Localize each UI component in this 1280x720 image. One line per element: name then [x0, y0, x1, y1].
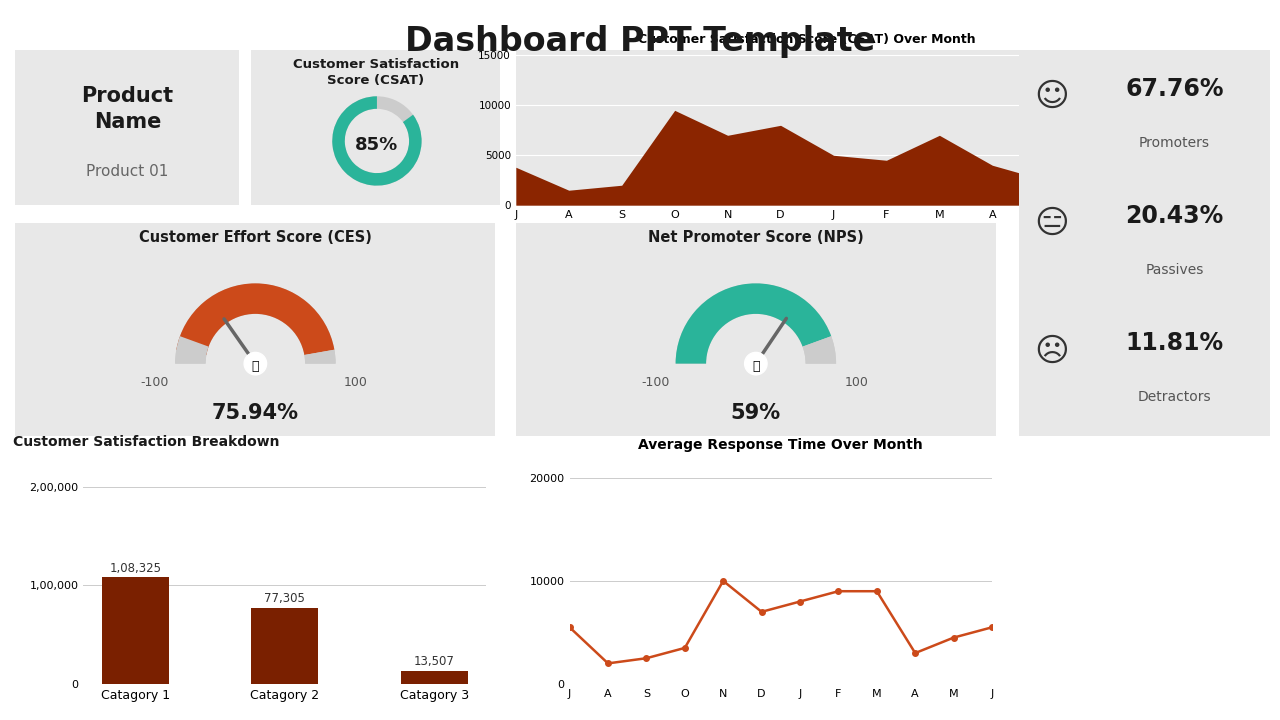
Wedge shape — [177, 284, 334, 355]
Text: 67.76%: 67.76% — [1125, 77, 1224, 101]
Text: 11.81%: 11.81% — [1125, 331, 1224, 355]
Text: Customer Satisfaction
Score (CSAT): Customer Satisfaction Score (CSAT) — [293, 58, 458, 87]
Text: ☹: ☹ — [1034, 334, 1069, 367]
Text: -100: -100 — [141, 376, 169, 389]
Text: -100: -100 — [641, 376, 669, 389]
Text: 20.43%: 20.43% — [1125, 204, 1224, 228]
Text: Passives: Passives — [1146, 263, 1203, 277]
Title: Customer Satisfaction Score (CSAT) Over Month: Customer Satisfaction Score (CSAT) Over … — [639, 33, 975, 47]
Text: 100: 100 — [845, 376, 868, 389]
Text: 100: 100 — [344, 376, 367, 389]
Text: Detractors: Detractors — [1138, 390, 1211, 404]
Text: Dashboard PPT Template: Dashboard PPT Template — [404, 25, 876, 58]
Text: 75.94%: 75.94% — [212, 403, 298, 423]
Text: Product
Name: Product Name — [82, 86, 173, 132]
Text: 85%: 85% — [356, 135, 398, 153]
Text: 😑: 😑 — [1034, 207, 1069, 240]
Text: Promoters: Promoters — [1139, 136, 1210, 150]
Wedge shape — [333, 96, 421, 186]
Text: 77,305: 77,305 — [265, 593, 305, 606]
Wedge shape — [333, 96, 421, 186]
Circle shape — [745, 352, 767, 375]
Text: ☺: ☺ — [1034, 80, 1069, 113]
Circle shape — [244, 352, 266, 375]
Wedge shape — [175, 284, 335, 364]
Text: Product 01: Product 01 — [86, 163, 169, 179]
Wedge shape — [305, 350, 335, 364]
Text: 13,507: 13,507 — [413, 655, 454, 668]
Wedge shape — [676, 284, 831, 364]
Wedge shape — [676, 284, 836, 364]
Bar — [401, 671, 468, 684]
Text: 1,08,325: 1,08,325 — [109, 562, 161, 575]
Wedge shape — [175, 336, 209, 364]
Text: 🤲: 🤲 — [252, 360, 259, 374]
Bar — [101, 577, 169, 684]
Text: Net Promoter Score (NPS): Net Promoter Score (NPS) — [648, 230, 864, 245]
Text: Customer Effort Score (CES): Customer Effort Score (CES) — [140, 230, 371, 245]
Bar — [251, 608, 319, 684]
Wedge shape — [803, 336, 836, 364]
Text: 🤲: 🤲 — [753, 360, 759, 374]
Title: Average Response Time Over Month: Average Response Time Over Month — [639, 438, 923, 452]
Text: Customer Satisfaction Breakdown: Customer Satisfaction Breakdown — [13, 435, 279, 449]
Text: 59%: 59% — [731, 403, 781, 423]
